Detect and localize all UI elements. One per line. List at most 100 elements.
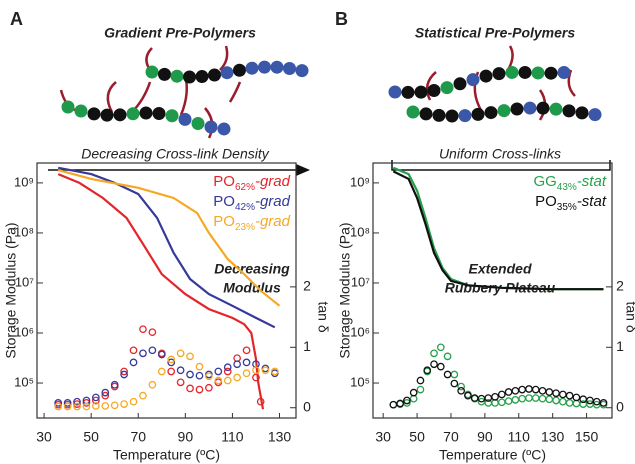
tan-delta-point [167,358,176,367]
y-tick-label: 10⁷ [351,274,370,289]
monomer [191,116,205,130]
y-axis-title: Storage Modulus (Pa) [337,222,353,358]
tan-delta-point [92,396,100,405]
monomer [505,65,519,79]
monomer [388,85,402,99]
tan-delta-point [101,402,110,410]
monomer [74,104,88,118]
monomer [139,106,153,120]
tan-delta-point [195,362,204,371]
y2-axis-title: tan δ [623,302,635,333]
schematic-caption: Decreasing Cross-link Density [81,146,270,162]
tan-delta-point [457,386,465,395]
tan-delta-point [558,397,567,406]
tan-delta-point [242,346,251,355]
tan-delta-point [565,391,574,400]
tan-delta-point [518,385,527,394]
monomer [523,101,537,115]
tan-delta-point [403,396,411,405]
tan-delta-point [129,397,138,406]
x-tick-label: 130 [268,429,292,445]
x-tick-label: 70 [130,429,146,445]
tan-delta-point [242,369,251,378]
tan-delta-point [186,370,194,379]
tan-delta-point [552,396,560,405]
tan-delta-point [195,371,204,380]
schematic-title: Gradient Pre-Polymers [104,25,256,41]
monomer [458,109,472,123]
tan-delta-point [558,390,567,399]
crosslink [228,81,242,103]
legend-entry: PO62%-grad [213,173,290,193]
monomer [87,107,101,121]
tan-delta-point [252,373,260,382]
annotation: Modulus [223,280,281,296]
tan-delta-point [233,360,241,369]
tan-delta-point [139,391,147,400]
tan-delta-point [396,399,404,408]
tan-delta-point [63,402,72,411]
tan-delta-point [120,367,128,376]
tan-delta-point [504,388,513,396]
modulus-line [57,166,276,329]
tan-delta-point [545,388,554,396]
tan-delta-point [120,400,128,408]
monomer [414,85,428,99]
tan-delta-point [270,367,279,376]
monomer [419,107,433,121]
tan-delta-point [443,352,452,361]
tan-delta-point [565,399,574,407]
x-axis-title: Temperature (ºC) [113,447,220,463]
tan-delta-point [457,382,465,391]
monomer [126,107,140,121]
monomer [510,102,524,116]
tan-delta-point [531,385,540,394]
tan-delta-point [167,367,176,376]
annotation: Extended [468,261,531,277]
x-tick-label: 110 [508,429,531,445]
tan-delta-point [120,370,128,379]
tan-delta-point [525,394,533,402]
tan-delta-point [252,366,260,375]
tan-delta-point [82,399,91,407]
x-tick-label: 130 [541,429,565,445]
tan-delta-point [518,394,527,403]
y2-axis-title: tan δ [315,302,331,333]
tan-delta-point [176,378,185,387]
crosslink [219,45,229,71]
tan-delta-point [205,372,213,381]
monomer [544,66,558,80]
monomer [492,67,506,81]
y2-tick-label: 1 [616,338,624,354]
tan-delta-point [110,380,119,389]
monomer [152,107,166,121]
y-axis-title: Storage Modulus (Pa) [3,222,19,358]
monomer [195,70,209,84]
tan-delta-point [389,400,398,409]
x-tick-label: 50 [409,429,425,445]
tan-delta-point [101,391,110,400]
schematic-caption: Uniform Cross-links [439,146,561,162]
y2-tick-label: 2 [303,278,311,294]
monomer [233,63,246,77]
tan-delta-point [148,328,157,337]
monomer [484,106,498,120]
tan-delta-point [110,401,119,410]
y-tick-label: 10⁹ [14,174,34,189]
y2-tick-label: 1 [303,338,311,354]
monomer [258,60,271,74]
tan-delta-point [430,349,438,358]
monomer [100,108,114,122]
tan-delta-point [92,402,100,410]
monomer [427,84,441,98]
tan-delta-point [256,397,265,406]
y-tick-label: 10⁷ [15,274,34,289]
monomer [549,102,563,116]
plot-frame [36,162,297,419]
tan-delta-point [531,394,540,402]
crosslink [425,71,437,101]
y-tick-label: 10⁵ [14,374,34,389]
monomer [217,122,231,136]
